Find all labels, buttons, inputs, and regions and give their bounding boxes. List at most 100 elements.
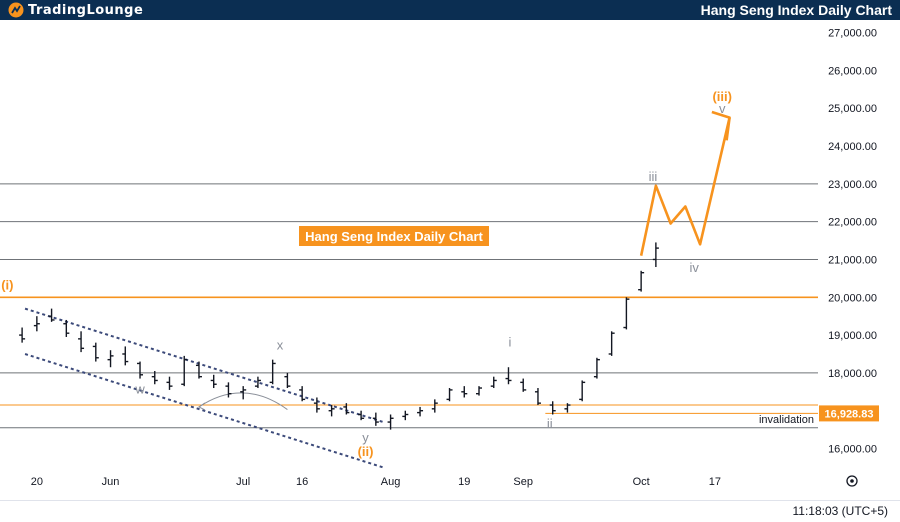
price-bar: [240, 386, 247, 400]
time-axis[interactable]: 20 Jun Jul 16 Aug 19 Sep Oct 17: [31, 476, 721, 488]
price-bar: [151, 371, 158, 385]
price-bar: [579, 380, 586, 402]
price-bars: [19, 242, 659, 430]
price-bar: [328, 405, 335, 417]
price-tick-label: 21,000.00: [828, 254, 877, 266]
wave-channel: [24, 307, 384, 469]
price-bar: [476, 386, 483, 396]
price-bar: [122, 346, 129, 366]
price-bar: [92, 342, 99, 362]
invalidation-price-box: [819, 405, 879, 422]
price-bar: [593, 357, 600, 379]
price-tick-label: 19,000.00: [828, 330, 877, 342]
price-bar: [520, 378, 527, 392]
price-bar: [505, 367, 512, 385]
price-tick-label: 24,000.00: [828, 141, 877, 153]
chart-area[interactable]: (i) w x y (ii) i ii iii iv v (iii) invalidation 16,…: [0, 20, 900, 500]
invalidation-label: invalidation: [759, 414, 814, 426]
price-lines: [0, 183, 818, 429]
top-bar: TradingLounge Hang Seng Index Daily Char…: [0, 0, 900, 20]
price-bar: [225, 382, 232, 398]
wave-label: w: [134, 382, 145, 397]
time-tick-label: Jun: [102, 476, 120, 488]
time-tick-label: Sep: [513, 476, 533, 488]
price-bar: [402, 410, 409, 421]
price-bar: [534, 388, 541, 406]
price-bar: [564, 403, 571, 413]
chart-title-text: Hang Seng Index Daily Chart: [305, 229, 483, 244]
time-tick-label: Jul: [236, 476, 250, 488]
price-bar: [48, 308, 55, 322]
status-bar: 11:18:03 (UTC+5): [0, 500, 900, 522]
price-bar: [638, 270, 645, 292]
price-axis[interactable]: 16,000.0017,000.0018,000.0019,000.0020,0…: [819, 28, 879, 456]
wave-label: (i): [1, 278, 13, 293]
price-tick-label: 25,000.00: [828, 103, 877, 115]
price-bar: [33, 316, 40, 332]
price-bar: [549, 401, 556, 415]
channel-line: [24, 353, 384, 469]
price-bar: [490, 376, 497, 389]
price-bar: [181, 355, 188, 387]
chart-title-box: [299, 226, 489, 246]
price-tick-label: 22,000.00: [828, 217, 877, 229]
price-bar: [608, 331, 615, 356]
projection-arrow-head: [711, 110, 731, 141]
price-bar: [107, 350, 114, 368]
time-tick-label: 17: [709, 476, 721, 488]
annotations: Hang Seng Index Daily Chart: [299, 226, 489, 246]
price-bar: [358, 410, 365, 421]
price-bar: [313, 397, 320, 413]
wave-label: v: [719, 101, 726, 116]
price-bar: [63, 319, 70, 337]
price-bar: [343, 403, 350, 415]
price-bar: [284, 372, 291, 389]
price-tick-label: 26,000.00: [828, 65, 877, 77]
price-bar: [195, 361, 202, 379]
price-bar: [19, 327, 26, 343]
projection-path: [639, 117, 731, 256]
price-bar: [417, 406, 424, 417]
logo-icon: [8, 2, 24, 18]
header-title: Hang Seng Index Daily Chart: [700, 2, 892, 18]
wave-label: (iii): [712, 89, 732, 104]
wave-label: y: [362, 430, 369, 445]
price-tick-label: 16,000.00: [828, 444, 877, 456]
settings-icon[interactable]: [846, 475, 858, 487]
logo-text: TradingLounge: [28, 2, 144, 18]
wave-label: iii: [649, 169, 658, 184]
price-bar: [254, 376, 261, 389]
price-bar: [431, 399, 438, 413]
time-tick-label: 16: [296, 476, 308, 488]
price-tick-label: 27,000.00: [828, 28, 877, 40]
wave-label: (ii): [358, 444, 374, 459]
time-tick-label: Oct: [633, 476, 650, 488]
channel-arrow-head: [197, 402, 206, 411]
time-tick-label: 19: [458, 476, 470, 488]
price-bar: [387, 414, 394, 430]
price-bar: [166, 376, 173, 390]
price-bar: [372, 412, 379, 426]
price-bar: [446, 388, 453, 402]
price-bar: [299, 386, 306, 402]
price-bar: [269, 359, 276, 385]
channel-line: [24, 307, 384, 424]
wave-label: ii: [547, 416, 553, 431]
clock-readout: 11:18:03 (UTC+5): [792, 504, 889, 518]
price-tick-label: 23,000.00: [828, 179, 877, 191]
price-bar: [652, 242, 659, 268]
time-tick-label: 20: [31, 476, 43, 488]
logo: TradingLounge: [8, 2, 143, 18]
price-bar: [461, 386, 468, 398]
time-tick-label: Aug: [381, 476, 401, 488]
price-bar: [623, 297, 630, 330]
wave-label: i: [509, 334, 512, 349]
invalidation-price-label: 16,928.83: [825, 408, 874, 420]
wave-label: iv: [689, 260, 699, 275]
wave-projection: [639, 110, 731, 256]
price-bar: [210, 374, 217, 389]
price-bar: [137, 361, 144, 379]
